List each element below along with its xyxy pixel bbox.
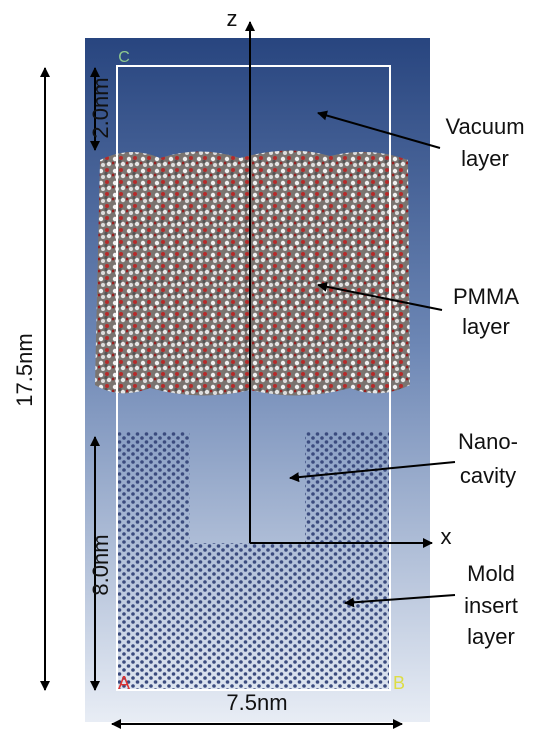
dimension-label: 7.5nm <box>226 690 287 715</box>
callout-label: layer <box>462 314 510 339</box>
callout-label: layer <box>467 624 515 649</box>
dimension-label: 2.0nm <box>88 77 113 138</box>
axis-label: x <box>441 524 452 549</box>
callout-label: layer <box>461 146 509 171</box>
callout-label: cavity <box>460 463 516 488</box>
dimension-label: 17.5nm <box>12 333 37 406</box>
corner-label: B <box>393 673 405 693</box>
callout-label: Vacuum <box>445 114 524 139</box>
figure: C A B z x 2.0nm 17.5nm 8.0nm 7.5nm Vacuu… <box>0 0 545 731</box>
axis-label: z <box>227 6 238 31</box>
callout-label: Mold <box>467 561 515 586</box>
callout-label: PMMA <box>453 284 519 309</box>
callout-label: insert <box>464 593 518 618</box>
corner-label: A <box>118 673 130 693</box>
pmma-layer <box>95 150 410 395</box>
dimension-label: 8.0nm <box>88 534 113 595</box>
callout-label: Nano- <box>458 429 518 454</box>
corner-label: C <box>118 49 130 66</box>
